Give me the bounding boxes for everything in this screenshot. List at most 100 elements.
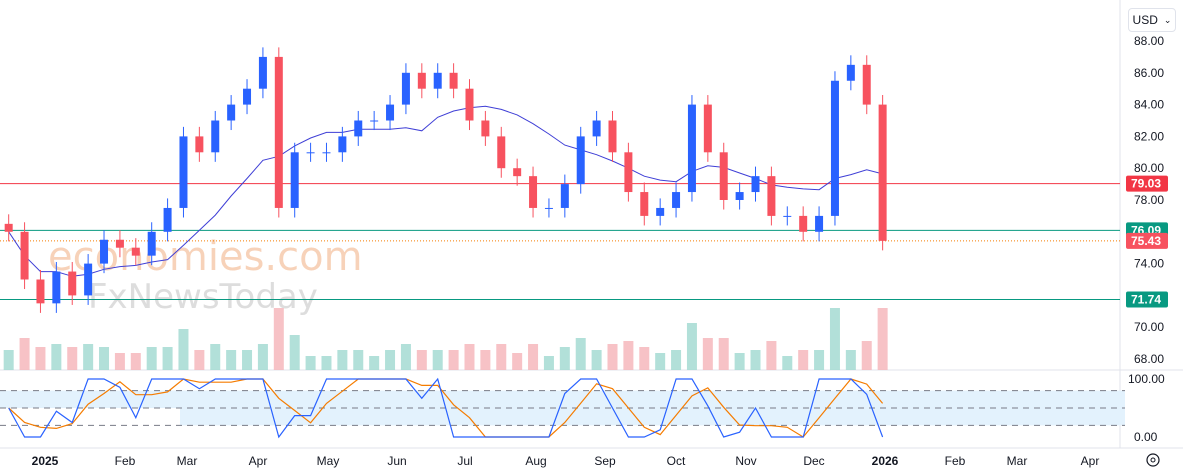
price-level-tag	[1126, 232, 1168, 249]
time-tick-label: Apr	[249, 454, 268, 468]
candle-body	[830, 80, 839, 216]
candle-body	[862, 64, 871, 105]
volume-bar	[114, 353, 125, 370]
candle-body	[576, 136, 585, 185]
candle-body	[417, 72, 426, 89]
candle-body	[560, 184, 569, 208]
stochastic-d-line	[8, 378, 884, 438]
volume-bar	[686, 323, 697, 370]
price-tick-label: 86.00	[1134, 66, 1164, 80]
volume-bar	[639, 347, 650, 370]
settings-icon[interactable]	[1146, 453, 1160, 467]
stochastic-k-line	[8, 377, 884, 439]
candle-body	[290, 152, 299, 208]
time-tick-label: Mar	[177, 454, 198, 468]
candle-body	[306, 152, 315, 154]
volume-bar	[432, 350, 443, 370]
candle-body	[322, 152, 331, 154]
candle-body	[258, 56, 267, 89]
price-level-label: 71.74	[1131, 293, 1161, 307]
candle-body	[544, 207, 553, 209]
candle-body	[878, 104, 887, 241]
price-tick-label: 84.00	[1134, 98, 1164, 112]
candle-body	[100, 239, 109, 264]
volume-bar	[829, 308, 840, 370]
candle-body	[401, 72, 410, 105]
price-tick-label: 88.00	[1134, 34, 1164, 48]
price-level-label: 75.43	[1131, 234, 1161, 248]
volume-bar	[559, 347, 570, 370]
volume-bar	[750, 350, 761, 370]
volume-bar	[83, 344, 94, 370]
candle-body	[783, 215, 792, 217]
volume-bar	[782, 356, 793, 370]
volume-bar	[400, 344, 411, 370]
candle-body	[52, 271, 61, 304]
candle-body	[370, 120, 379, 122]
candle-body	[687, 104, 696, 193]
oscillator-tick-label: 0.00	[1134, 430, 1158, 444]
volume-bar	[877, 308, 888, 370]
volume-bar	[575, 338, 586, 370]
settings-icon	[1150, 457, 1156, 463]
volume-bar	[321, 356, 332, 370]
volume-bar	[337, 350, 348, 370]
currency-selector[interactable]: USD ⌄	[1128, 8, 1176, 32]
volume-bar	[607, 344, 618, 370]
price-tick-label: 82.00	[1134, 129, 1164, 143]
price-level-label: 79.03	[1131, 177, 1161, 191]
time-tick-label: Mar	[1007, 454, 1028, 468]
price-level-tag	[1126, 175, 1168, 192]
oscillator-band	[0, 390, 180, 408]
volume-bar	[464, 344, 475, 370]
candle-body	[592, 120, 601, 137]
candle-body	[815, 215, 824, 232]
candle-body	[449, 72, 458, 89]
candle-body	[115, 239, 124, 248]
price-tick-label: 78.00	[1134, 193, 1164, 207]
price-tick-label: 68.00	[1134, 352, 1164, 366]
time-tick-label: Jul	[457, 454, 472, 468]
volume-bar	[543, 356, 554, 370]
volume-bar	[242, 350, 253, 370]
volume-bar	[718, 338, 729, 370]
volume-bar	[3, 350, 14, 370]
price-tick-label: 70.00	[1134, 320, 1164, 334]
volume-bar	[623, 341, 634, 370]
candle-body	[84, 263, 93, 296]
candle-body	[274, 56, 283, 208]
time-tick-label: Nov	[735, 454, 756, 468]
time-tick-label: May	[317, 454, 340, 468]
price-tick-label: 80.00	[1134, 161, 1164, 175]
volume-bar	[734, 353, 745, 370]
time-tick-label: Feb	[115, 454, 136, 468]
volume-bar	[257, 344, 268, 370]
candle-body	[338, 136, 347, 153]
volume-bar	[19, 338, 30, 370]
volume-bar	[67, 347, 78, 370]
candle-body	[227, 104, 236, 121]
candle-body	[68, 271, 77, 296]
time-tick-label: Sep	[594, 454, 616, 468]
candle-body	[672, 192, 681, 208]
time-tick-label: Jun	[387, 454, 406, 468]
volume-bar	[178, 329, 189, 370]
candle-body	[131, 247, 140, 256]
candle-body	[36, 279, 45, 304]
volume-bar	[766, 341, 777, 370]
time-tick-label: Feb	[945, 454, 966, 468]
candle-body	[719, 152, 728, 200]
time-tick-label: Apr	[1081, 454, 1100, 468]
candle-body	[624, 152, 633, 193]
candle-body	[846, 64, 855, 81]
candle-body	[465, 88, 474, 121]
volume-bar	[226, 350, 237, 370]
volume-bar	[798, 350, 809, 370]
candle-body	[735, 192, 744, 200]
candle-body	[20, 231, 29, 280]
volume-bar	[861, 341, 872, 370]
candle-body	[163, 207, 172, 232]
volume-bar	[305, 356, 316, 370]
volume-bar	[655, 353, 666, 370]
